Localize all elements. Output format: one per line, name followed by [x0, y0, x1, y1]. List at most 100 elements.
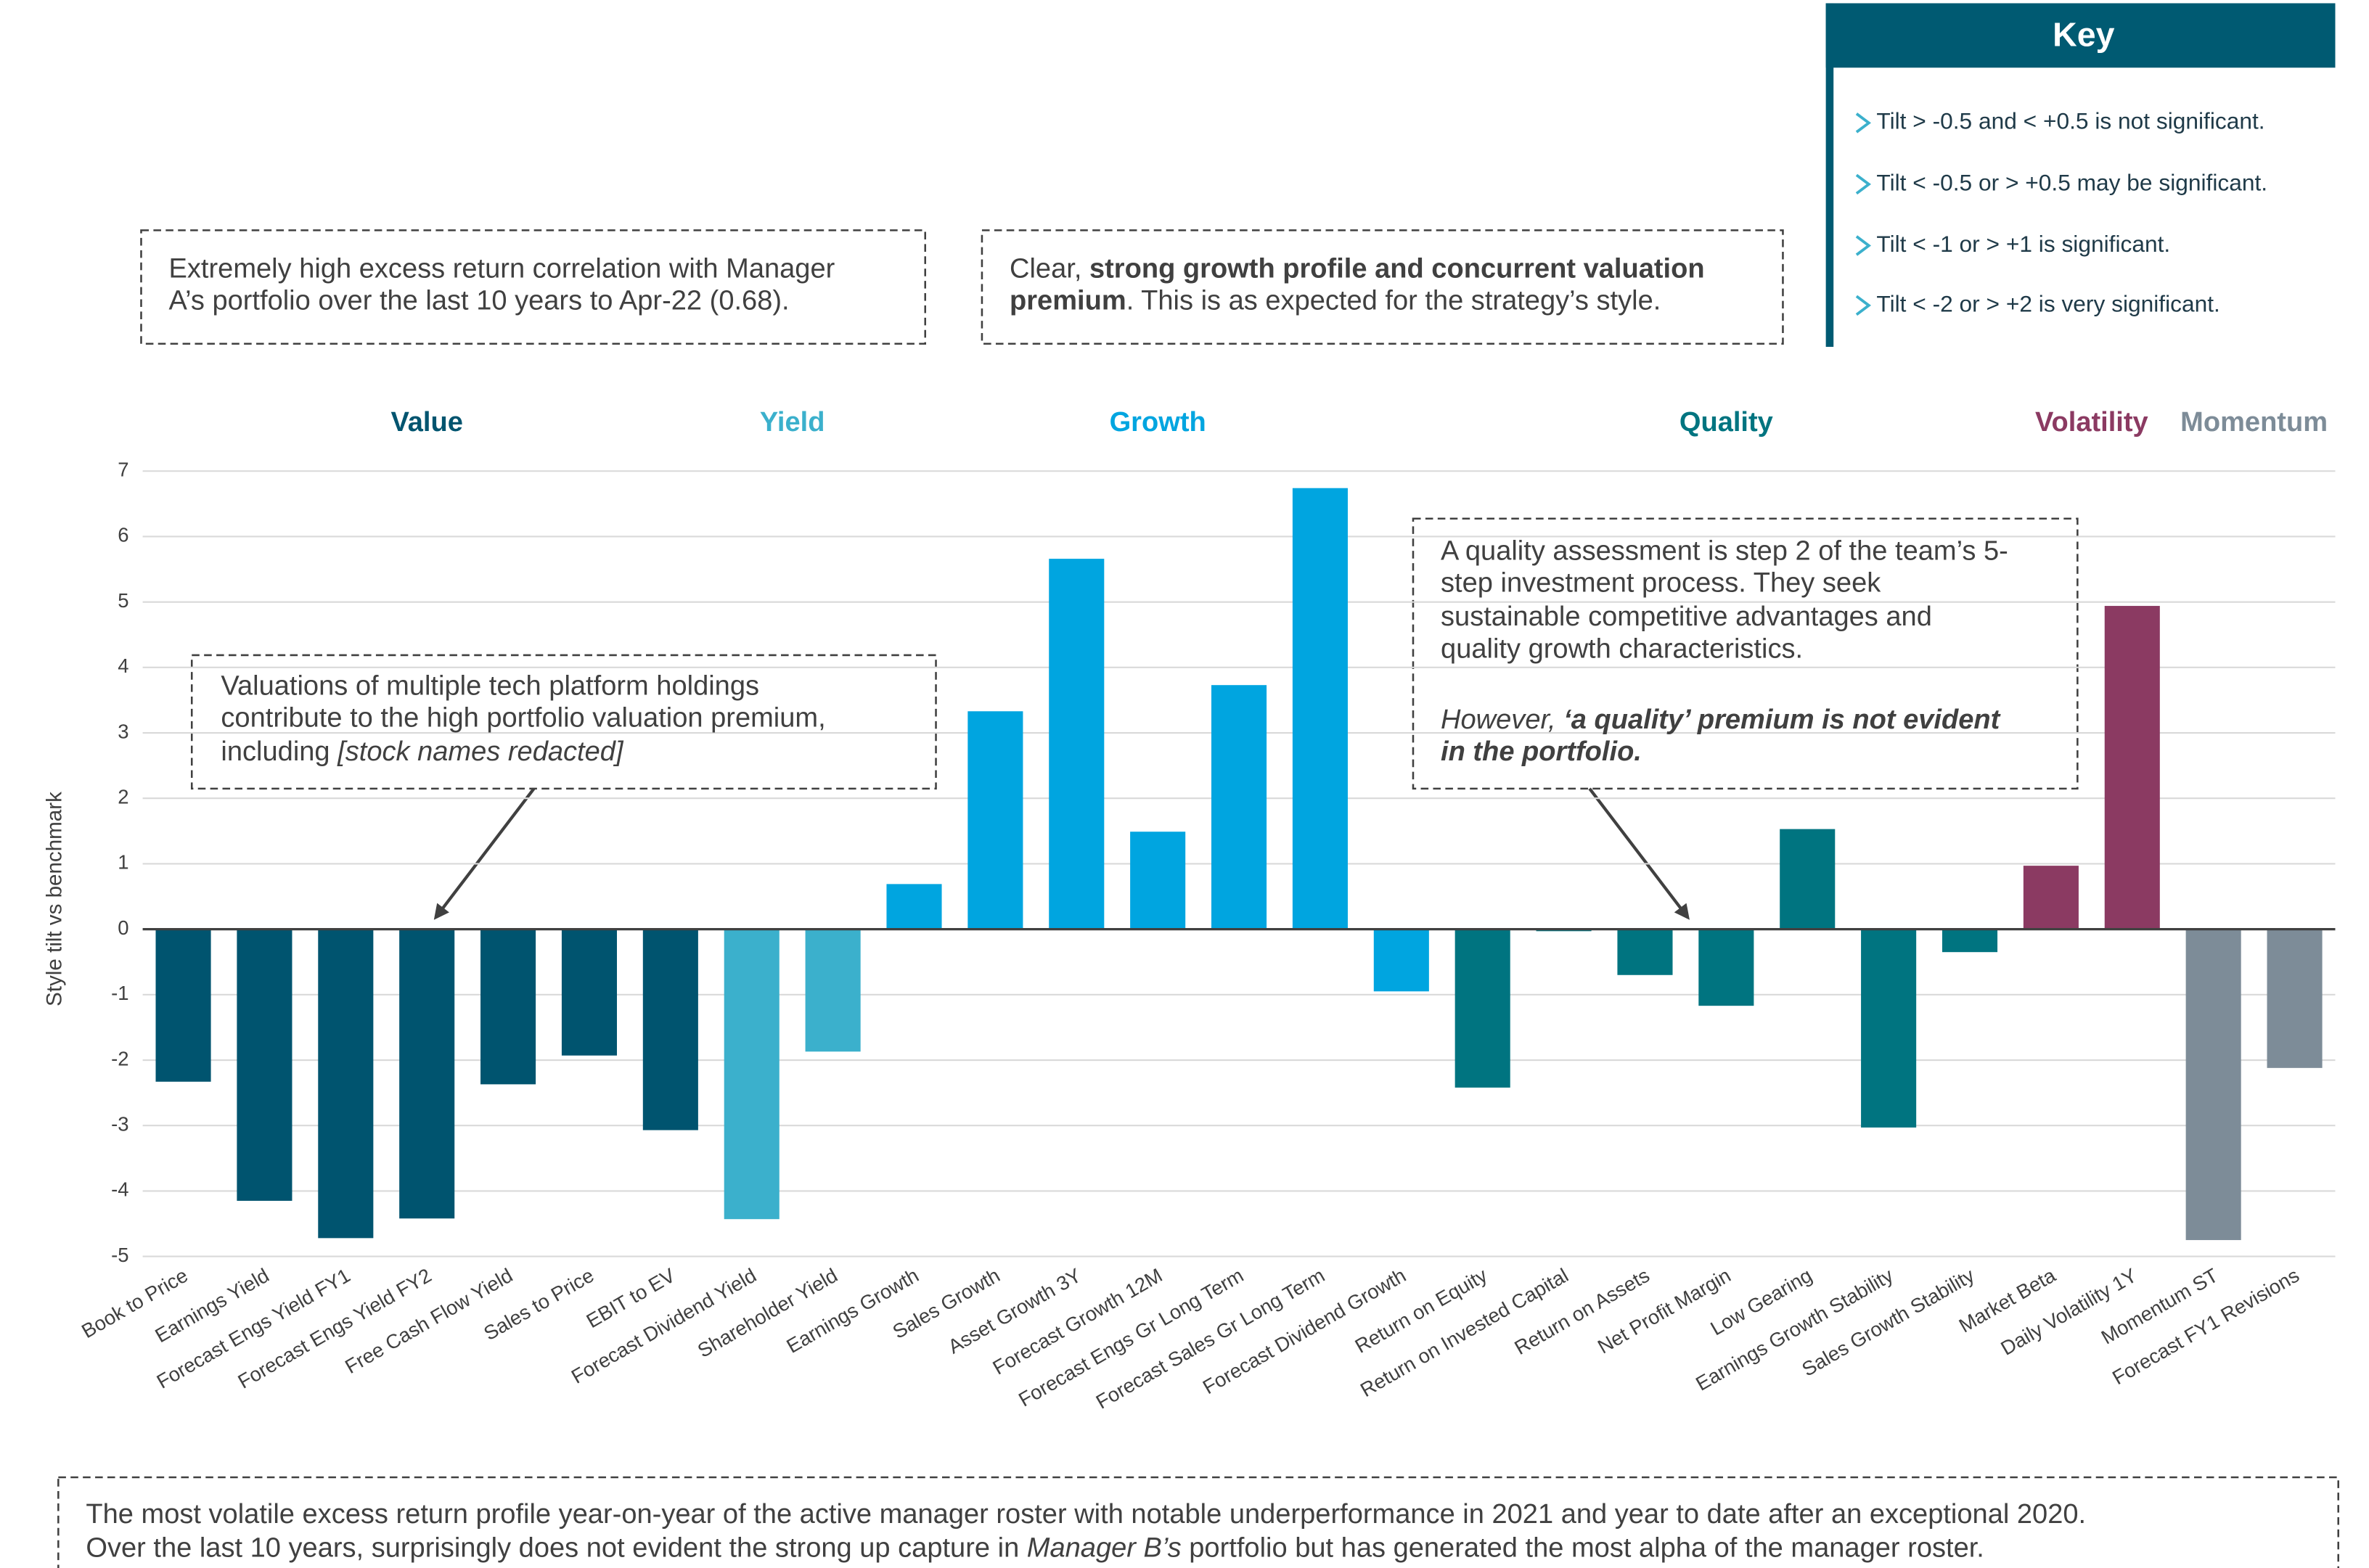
annotation-box: [1412, 517, 2079, 790]
bar: [399, 929, 455, 1219]
annotation-run: [stock names redacted]: [337, 736, 624, 767]
group-label: Yield: [760, 407, 825, 438]
y-tick-label: -1: [111, 982, 128, 1004]
annotation-box: [57, 1476, 2339, 1568]
bar: [1454, 929, 1510, 1088]
bar: [1211, 685, 1267, 929]
y-tick-label: 0: [118, 916, 128, 939]
key-item: Tilt < -0.5 or > +0.5 may be significant…: [1876, 169, 2267, 195]
bar: [1861, 929, 1917, 1128]
annotation-run: Valuations of multiple tech platform hol…: [221, 670, 759, 701]
group-label: Momentum: [2180, 407, 2328, 438]
annotation-run: quality growth characteristics.: [1441, 634, 1803, 665]
annotation-line: A quality assessment is step 2 of the te…: [1441, 535, 2008, 566]
key-border: [1825, 3, 1834, 348]
x-tick-label: Return on Assets: [1510, 1264, 1653, 1359]
annotation-line: Valuations of multiple tech platform hol…: [221, 670, 759, 701]
bar: [1130, 832, 1186, 929]
annotation-line: in the portfolio.: [1441, 736, 1642, 767]
key-item: Tilt < -1 or > +1 is significant.: [1876, 231, 2170, 257]
bar: [480, 929, 536, 1085]
arrow: [1588, 787, 1690, 920]
annotation-run: . This is as expected for the strategy’s…: [1126, 286, 1661, 316]
annotation-box: [190, 654, 937, 790]
arrow: [433, 787, 536, 920]
annotation-run: However,: [1441, 705, 1563, 735]
bar: [724, 929, 780, 1220]
x-tick-label: Daily Volatility 1Y: [1997, 1264, 2140, 1360]
y-tick-label: 7: [118, 459, 128, 481]
bar: [2185, 929, 2241, 1241]
bar: [155, 929, 211, 1082]
bar: [2267, 929, 2323, 1068]
key-header: [1825, 3, 2336, 68]
annotation-line: premium. This is as expected for the str…: [1010, 286, 1661, 316]
annotation-run: Manager B’s: [1027, 1532, 1182, 1563]
x-tick-label: Shareholder Yield: [694, 1264, 841, 1362]
bar: [1617, 929, 1673, 975]
y-tick-label: 4: [118, 654, 128, 677]
key-chevron: [1855, 235, 1872, 256]
annotation-line: The most volatile excess return profile …: [86, 1499, 2086, 1530]
annotation-line: including [stock names redacted]: [221, 736, 624, 767]
annotation-line: quality growth characteristics.: [1441, 634, 1803, 665]
bar: [1942, 929, 1998, 953]
x-tick-label: Net Profit Margin: [1594, 1264, 1735, 1358]
annotation-run: step investment process. They seek: [1441, 568, 1881, 599]
key-chevron: [1855, 295, 1872, 316]
bar: [561, 929, 618, 1056]
annotation-run: The most volatile excess return profile …: [86, 1499, 2086, 1530]
x-tick-label: Earnings Growth: [782, 1264, 922, 1358]
bar: [318, 929, 374, 1239]
bar: [1373, 929, 1429, 992]
group-label: Growth: [1110, 407, 1206, 438]
key-chevron: [1855, 173, 1872, 195]
annotation-line: contribute to the high portfolio valuati…: [221, 703, 825, 734]
annotation-run: strong growth profile and concurrent val…: [1089, 253, 1705, 284]
key-chevron: [1855, 112, 1872, 134]
bar: [886, 884, 942, 929]
bar: [1698, 929, 1754, 1006]
y-tick-label: -5: [111, 1244, 128, 1266]
annotation-run: ‘a quality’ premium is not evident: [1563, 705, 2000, 735]
annotation-line: A’s portfolio over the last 10 years to …: [169, 286, 790, 316]
annotation-box: [981, 229, 1784, 345]
key-title: Key: [2053, 15, 2114, 53]
annotation-run: Clear,: [1010, 253, 1089, 284]
annotation-run: sustainable competitive advantages and: [1441, 602, 1932, 632]
annotation-run: Extremely high excess return correlation…: [169, 253, 835, 284]
annotation-run: A quality assessment is step 2 of the te…: [1441, 535, 2008, 566]
bar: [2023, 866, 2079, 929]
bar: [2104, 606, 2160, 929]
bar: [1292, 488, 1348, 929]
annotation-run: contribute to the high portfolio valuati…: [221, 703, 825, 734]
key-item: Tilt > -0.5 and < +0.5 is not significan…: [1876, 108, 2264, 134]
group-label: Volatility: [2035, 407, 2148, 438]
bar: [1780, 829, 1836, 929]
annotation-line: sustainable competitive advantages and: [1441, 602, 1932, 632]
bar: [967, 711, 1023, 929]
y-tick-label: 3: [118, 720, 128, 742]
annotation-line: However, ‘a quality’ premium is not evid…: [1441, 705, 2001, 735]
bar: [237, 929, 292, 1201]
annotation-run: A’s portfolio over the last 10 years to …: [169, 286, 790, 316]
y-tick-label: 5: [118, 589, 128, 612]
annotation-box: [140, 229, 927, 345]
group-label: Quality: [1679, 407, 1773, 438]
annotation-line: Over the last 10 years, surprisingly doe…: [86, 1532, 1984, 1563]
bar: [805, 929, 861, 1052]
bar: [1049, 559, 1105, 929]
annotation-run: premium: [1010, 286, 1126, 316]
y-tick-label: -3: [111, 1112, 128, 1135]
bar: [642, 929, 698, 1130]
y-tick-label: -4: [111, 1178, 128, 1201]
key-item: Tilt < -2 or > +2 is very significant.: [1876, 290, 2219, 316]
y-tick-label: 2: [118, 785, 128, 808]
annotation-run: Over the last 10 years, surprisingly doe…: [86, 1532, 1026, 1563]
annotation-line: Clear, strong growth profile and concurr…: [1010, 253, 1705, 284]
annotation-line: step investment process. They seek: [1441, 568, 1881, 599]
annotation-run: in the portfolio.: [1441, 736, 1642, 767]
y-axis-label: Style tilt vs benchmark: [43, 792, 67, 1006]
